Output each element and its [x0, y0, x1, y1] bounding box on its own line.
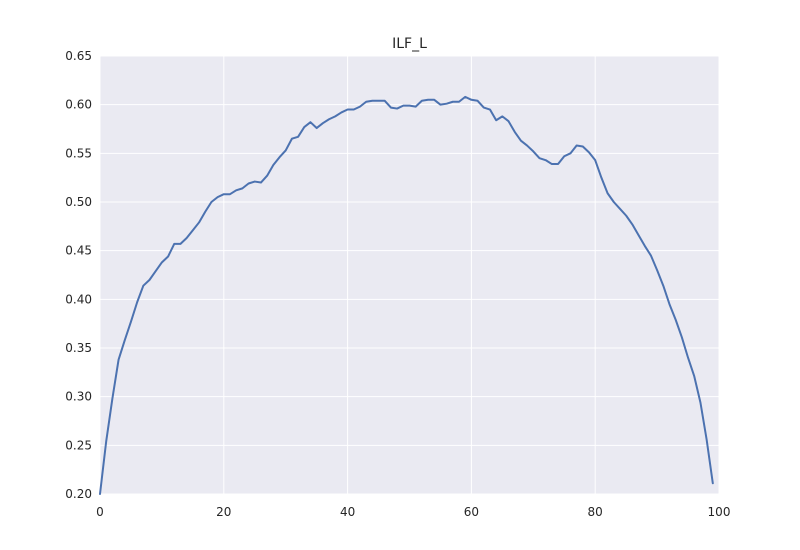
y-axis-tick-labels: 0.20 0.25 0.30 0.35 0.40 0.45 0.50 0.55 0.60 0.65 — [65, 49, 92, 501]
y-tick-label: 0.55 — [65, 146, 92, 160]
x-tick-label: 60 — [464, 505, 479, 519]
grid-lines — [99, 55, 720, 495]
x-tick-label: 40 — [340, 505, 355, 519]
chart-title: ILF_L — [392, 36, 427, 52]
y-tick-label: 0.50 — [65, 195, 92, 209]
x-tick-label: 0 — [96, 505, 104, 519]
y-tick-label: 0.30 — [65, 390, 92, 404]
y-tick-label: 0.40 — [65, 292, 92, 306]
plot-background — [100, 56, 719, 494]
x-tick-label: 100 — [708, 505, 731, 519]
x-axis-tick-labels: 0 20 40 60 80 100 — [96, 505, 730, 519]
x-tick-label: 80 — [588, 505, 603, 519]
y-tick-label: 0.60 — [65, 98, 92, 112]
y-tick-label: 0.35 — [65, 341, 92, 355]
x-tick-label: 20 — [216, 505, 231, 519]
y-tick-label: 0.65 — [65, 49, 92, 63]
series-line-ilf-l — [99, 95, 714, 495]
y-tick-label: 0.20 — [65, 487, 92, 501]
y-tick-label: 0.25 — [65, 438, 92, 452]
y-tick-label: 0.45 — [65, 244, 92, 258]
